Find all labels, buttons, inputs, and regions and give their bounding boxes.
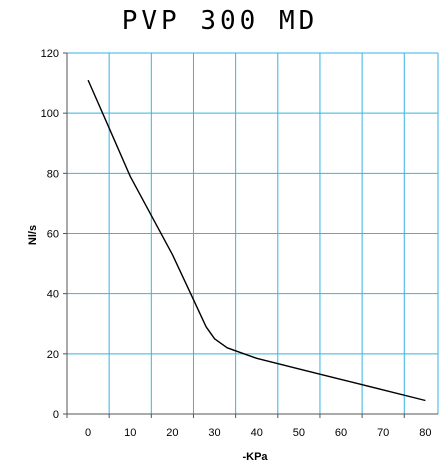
y-tick-label: 40 [47, 289, 59, 301]
x-tick-label: 70 [377, 427, 389, 439]
x-tick-label: 10 [124, 427, 136, 439]
x-tick-label: 50 [293, 427, 305, 439]
series-line [87, 79, 426, 402]
y-tick-label: 0 [53, 409, 59, 421]
grid-lines [67, 52, 439, 414]
y-tick-label: 120 [41, 48, 59, 60]
chart-title: PVP 300 MD [121, 6, 319, 36]
y-tick-label: 80 [47, 168, 59, 180]
y-tick-label: 100 [41, 108, 59, 120]
y-tick-label: 20 [47, 349, 59, 361]
series-group [87, 79, 426, 402]
x-tick-label: 80 [419, 427, 431, 439]
axes [63, 52, 438, 418]
x-tick-label: 20 [166, 427, 178, 439]
tick-labels: 0 20 40 60 80 100 120 0 10 20 30 40 50 60 70 80 [41, 48, 432, 439]
x-tick-label: 0 [85, 427, 91, 439]
x-tick-label: 60 [335, 427, 347, 439]
y-axis-label: Nl/s [27, 225, 39, 245]
x-axis-label: -KPa [242, 451, 268, 463]
y-tick-label: 60 [47, 229, 59, 241]
x-tick-label: 40 [251, 427, 263, 439]
x-tick-label: 30 [208, 427, 220, 439]
